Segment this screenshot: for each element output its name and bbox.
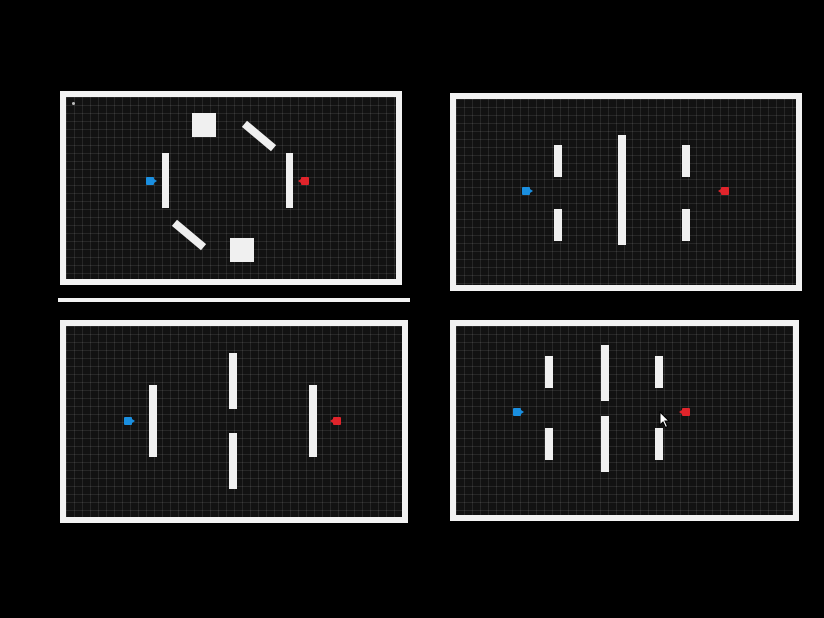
- wall-right-vertical: [309, 385, 317, 457]
- corner-marker: [72, 102, 75, 105]
- wall-square-top: [192, 113, 216, 137]
- blue-tank-icon: [146, 177, 157, 185]
- wall-left-lower: [545, 428, 553, 460]
- blue-tank-icon: [522, 187, 533, 195]
- arena-bottom-left[interactable]: [60, 320, 408, 523]
- wall-diagonal-bottom-left: [171, 219, 207, 251]
- wall-left-vertical: [149, 385, 157, 457]
- wall-center-upper: [229, 353, 237, 409]
- red-tank-icon: [718, 187, 729, 195]
- wall-right-vertical: [286, 153, 293, 208]
- red-tank-icon: [330, 417, 341, 425]
- blue-tank-icon: [513, 408, 524, 416]
- arena-bottom-right[interactable]: [450, 320, 799, 521]
- wall-diagonal-top-right: [241, 120, 277, 152]
- arena-divider: [58, 298, 410, 302]
- arena-top-left[interactable]: [60, 91, 402, 285]
- wall-left-vertical: [162, 153, 169, 208]
- red-tank-icon: [679, 408, 690, 416]
- wall-center-lower: [601, 416, 609, 472]
- wall-right-lower: [682, 209, 690, 241]
- arena-top-right[interactable]: [450, 93, 802, 291]
- wall-right-upper: [655, 356, 663, 388]
- wall-left-upper: [554, 145, 562, 177]
- wall-left-upper: [545, 356, 553, 388]
- wall-center-long: [618, 135, 626, 245]
- wall-right-lower: [655, 428, 663, 460]
- wall-center-lower: [229, 433, 237, 489]
- wall-center-upper: [601, 345, 609, 401]
- wall-right-upper: [682, 145, 690, 177]
- mouse-pointer-icon: [659, 411, 671, 429]
- wall-left-lower: [554, 209, 562, 241]
- red-tank-icon: [298, 177, 309, 185]
- blue-tank-icon: [124, 417, 135, 425]
- wall-square-bottom: [230, 238, 254, 262]
